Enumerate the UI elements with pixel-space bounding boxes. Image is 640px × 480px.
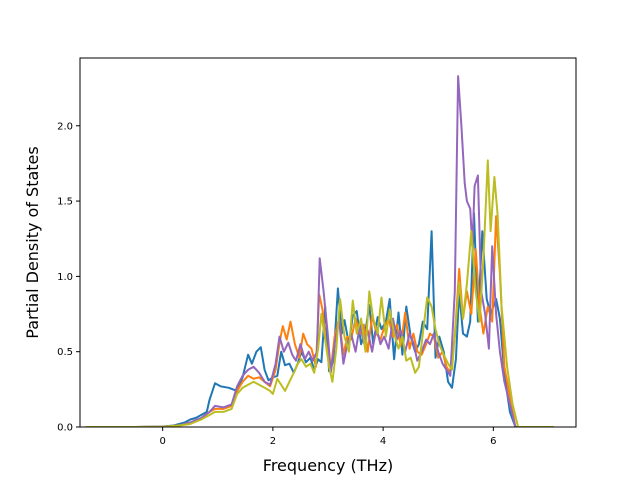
y-tick-label: 0.0	[57, 423, 73, 434]
x-tick-label: 2	[270, 436, 276, 447]
y-axis-ticks: 0.0 0.5 1.0 1.5 2.0	[57, 121, 80, 434]
y-tick-label: 2.0	[57, 121, 73, 132]
x-axis-ticks: 0 2 4 6	[159, 427, 497, 447]
y-tick-label: 1.0	[57, 272, 73, 283]
y-axis-label: Partial Density of States	[23, 146, 42, 338]
plot-frame	[79, 57, 577, 428]
y-tick-label: 0.5	[57, 347, 73, 358]
x-tick-label: 0	[159, 436, 165, 447]
series-layer	[85, 75, 554, 427]
series-line-1	[85, 212, 554, 427]
x-axis-label: Frequency (THz)	[263, 456, 393, 475]
x-tick-label: 4	[380, 436, 386, 447]
x-tick-label: 6	[490, 436, 496, 447]
y-tick-label: 1.5	[57, 197, 73, 208]
series-line-4	[85, 159, 554, 427]
